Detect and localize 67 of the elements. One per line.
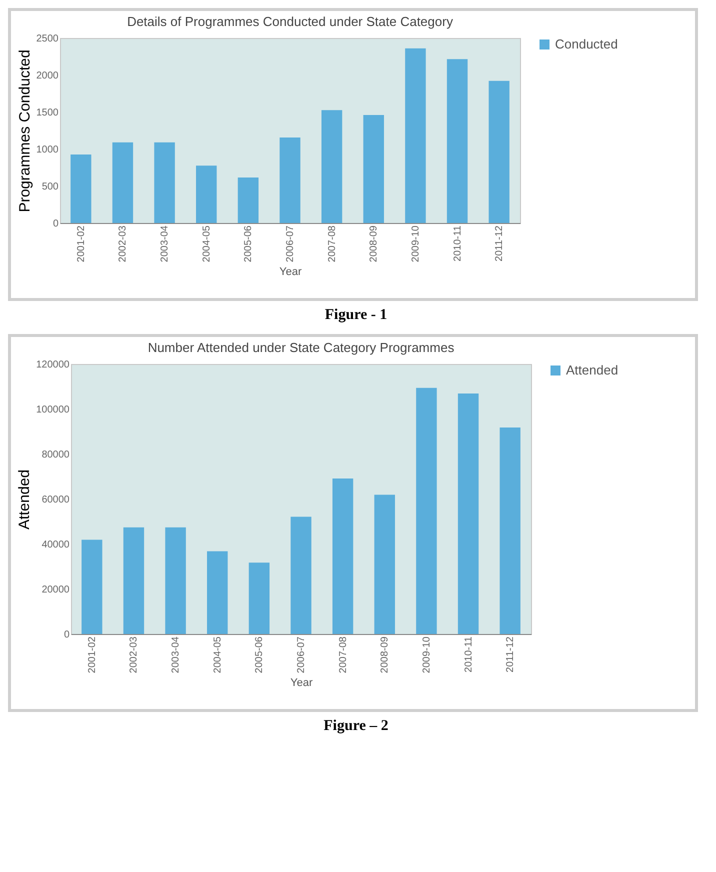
- text: Figure - 1: [324, 307, 388, 324]
- y-tick-label: 1500: [36, 108, 59, 118]
- legend-label: Attended: [566, 362, 618, 378]
- y-axis-title: Attended: [16, 469, 34, 530]
- bar: [82, 540, 102, 634]
- x-tick-label: 2002-03: [128, 636, 140, 674]
- x-tick-label: 2006-07: [285, 225, 296, 262]
- y-tick-label: 120000: [36, 360, 70, 370]
- bar: [405, 48, 426, 223]
- bar: [374, 494, 395, 634]
- x-tick-label: 2010-11: [452, 225, 464, 262]
- y-tick-label: 0: [52, 218, 59, 230]
- bar: [112, 142, 134, 223]
- y-axis-title: Programmes Conducted: [16, 50, 34, 212]
- bar: [363, 114, 384, 223]
- x-tick-label: 2009-10: [410, 225, 422, 262]
- x-tick-label: 2007-08: [338, 636, 349, 674]
- x-axis-title: Year: [290, 677, 313, 690]
- chart-title: Details of Programmes Conducted under State Category: [127, 14, 454, 29]
- chart-title: Number Attended under State Category Programmes: [148, 340, 455, 355]
- bar: [321, 110, 342, 223]
- x-tick-label: 2002-03: [118, 225, 129, 262]
- y-tick-label: 2500: [36, 34, 59, 44]
- x-axis-title: Year: [279, 266, 302, 278]
- x-tick-label: 2009-10: [421, 636, 432, 674]
- x-tick-label: 2007-08: [326, 225, 338, 262]
- bar: [238, 177, 259, 223]
- bar: [500, 427, 520, 634]
- y-tick-label: 0: [64, 630, 70, 640]
- bar: [165, 527, 186, 634]
- bar: [446, 59, 468, 223]
- y-tick-label: 80000: [42, 450, 70, 460]
- text: Figure – 2: [322, 718, 390, 735]
- bar: [123, 527, 144, 634]
- bar: [70, 154, 92, 223]
- x-tick-label: 2004-05: [212, 636, 224, 674]
- bar: [196, 166, 217, 223]
- bar: [458, 393, 479, 634]
- x-tick-label: 2005-06: [254, 636, 266, 674]
- x-tick-label: 2003-04: [170, 636, 182, 674]
- y-tick-label: 40000: [42, 540, 70, 550]
- y-tick-label: 20000: [42, 584, 70, 596]
- bar: [154, 142, 175, 223]
- y-tick-label: 2000: [36, 70, 59, 82]
- x-tick-label: 2001-02: [76, 225, 87, 262]
- y-tick-label: 500: [42, 182, 59, 192]
- y-tick-label: 1000: [36, 144, 59, 156]
- bar: [332, 478, 354, 634]
- bar: [488, 80, 510, 223]
- x-tick-label: 2004-05: [201, 225, 212, 262]
- bar: [248, 562, 270, 634]
- x-tick-label: 2011-12: [505, 636, 516, 672]
- bar: [207, 551, 228, 634]
- y-tick-label: 100000: [36, 404, 70, 416]
- bar: [280, 138, 300, 223]
- x-tick-label: 2008-09: [380, 636, 391, 674]
- bar: [416, 388, 437, 634]
- x-tick-label: 2008-09: [368, 225, 380, 262]
- bar: [290, 516, 312, 634]
- y-tick-label: 60000: [42, 494, 70, 506]
- legend-label: Conducted: [555, 36, 618, 52]
- x-tick-label: 2011-12: [494, 225, 506, 262]
- x-tick-label: 2003-04: [160, 225, 171, 262]
- x-tick-label: 2010-11: [463, 636, 474, 672]
- x-tick-label: 2001-02: [86, 636, 98, 674]
- x-tick-label: 2006-07: [296, 636, 307, 674]
- x-tick-label: 2005-06: [243, 225, 254, 262]
